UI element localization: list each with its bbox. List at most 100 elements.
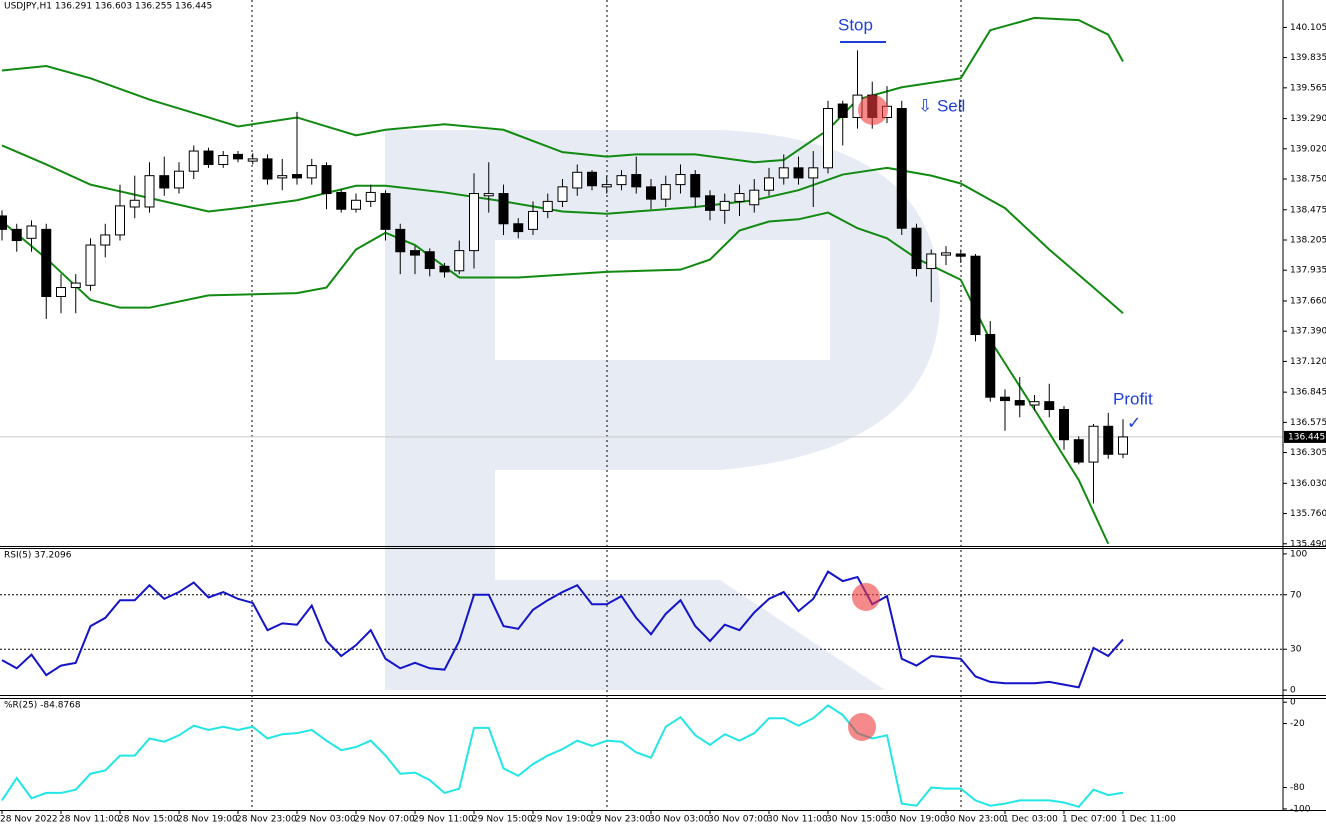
x-tick-label: 1 Dec 03:00	[1003, 815, 1058, 825]
current-price-box	[1284, 430, 1326, 443]
candle-body	[1118, 436, 1128, 455]
candle-body	[292, 174, 302, 179]
y-tick-label: -80	[1290, 783, 1305, 793]
x-tick-label: 30 Nov 15:00	[826, 815, 887, 825]
y-tick-label: 100	[1290, 549, 1307, 559]
candle-body	[1059, 409, 1069, 441]
bollinger-band	[1, 211, 1110, 545]
signal-markers	[848, 95, 888, 741]
y-tick-label: 137.390	[1290, 327, 1326, 337]
candle-body	[85, 244, 96, 286]
candle-body	[100, 234, 111, 246]
y-tick-label: 138.475	[1290, 205, 1326, 215]
x-tick-label: 28 Nov 23:00	[236, 815, 297, 825]
x-tick-label: 28 Nov 15:00	[118, 815, 179, 825]
candle-body	[56, 287, 66, 297]
candle-body	[542, 200, 553, 212]
panel-frames	[0, 0, 1326, 811]
candle-body	[70, 282, 81, 289]
y-tick-label: 140.105	[1290, 23, 1326, 33]
candle-body	[1029, 401, 1040, 406]
x-tick-label: 29 Nov 03:00	[295, 815, 356, 825]
candle-body	[926, 253, 937, 270]
candle-body	[985, 334, 996, 398]
x-tick-label: 29 Nov 15:00	[472, 815, 533, 825]
candle-body	[705, 195, 715, 211]
candle-body	[778, 167, 789, 179]
candle-body	[351, 199, 361, 210]
candle-body	[764, 177, 774, 191]
x-tick-label: 30 Nov 07:00	[708, 815, 769, 825]
x-tick-label: 28 Nov 11:00	[59, 815, 120, 825]
candle-body	[115, 205, 125, 236]
candle-body	[439, 265, 450, 273]
candle-body	[203, 150, 214, 165]
candle-body	[395, 228, 406, 253]
candle-body	[129, 199, 140, 208]
candle-body	[277, 175, 288, 179]
y-tick-label: 137.935	[1290, 266, 1326, 276]
annotation: ⇩ Sell	[918, 96, 965, 115]
candle-body	[1073, 439, 1084, 463]
candle-body	[896, 108, 907, 229]
candle-body	[218, 155, 229, 165]
y-tick-label: 139.020	[1290, 144, 1326, 154]
candle-body	[911, 227, 922, 270]
candle-body	[941, 252, 951, 256]
y-tick-label: 136.575	[1290, 418, 1326, 428]
candle-body	[734, 193, 745, 202]
panel-title: RSI(5) 37.2096	[4, 551, 72, 561]
candle-body	[174, 170, 184, 189]
candle-body	[646, 186, 656, 200]
candle-body	[410, 250, 420, 256]
x-tick-label: 28 Nov 19:00	[177, 815, 238, 825]
candle-body	[41, 228, 52, 297]
watermark	[385, 130, 940, 690]
annotation: Stop	[838, 15, 873, 34]
y-tick-label: 70	[1290, 590, 1302, 600]
candle-body	[1088, 425, 1099, 463]
candle-body	[587, 171, 597, 187]
candle-body	[247, 158, 258, 162]
candle-body	[1103, 425, 1114, 455]
candle-body	[233, 153, 243, 160]
x-tick-label: 1 Dec 11:00	[1121, 815, 1176, 825]
candle-body	[557, 186, 568, 202]
candle-body	[0, 215, 7, 230]
y-tick-label: 139.290	[1290, 114, 1326, 124]
candle-body	[793, 167, 804, 179]
y-tick-label: 136.305	[1290, 448, 1326, 458]
candle-body	[572, 171, 583, 189]
candle-body	[424, 251, 435, 270]
candle-body	[469, 193, 479, 252]
candle-body	[808, 167, 819, 179]
x-tick-label: 30 Nov 03:00	[649, 815, 710, 825]
y-tick-label: 139.565	[1290, 83, 1326, 93]
panel-title: USDJPY,H1 136.291 136.603 136.255 136.44…	[4, 2, 212, 12]
x-tick-label: 29 Nov 23:00	[590, 815, 651, 825]
candle-body	[365, 191, 376, 202]
annotation: Profit	[1113, 389, 1153, 408]
candle-body	[675, 174, 686, 186]
candle-body	[616, 175, 627, 186]
y-tick-label: 139.835	[1290, 53, 1326, 63]
candle-body	[1000, 396, 1010, 402]
y-tick-label: -100	[1290, 804, 1311, 814]
x-tick-label: 30 Nov 23:00	[944, 815, 1005, 825]
candle-body	[380, 193, 391, 230]
candle-body	[1014, 400, 1025, 406]
candle-body	[823, 108, 833, 169]
y-tick-label: 136.030	[1290, 479, 1326, 489]
x-tick-label: 28 Nov 2022	[0, 815, 58, 825]
candle-body	[11, 228, 22, 242]
candle-body	[144, 175, 155, 208]
candle-body	[498, 193, 509, 225]
x-tick-label: 30 Nov 11:00	[767, 815, 828, 825]
x-tick-label: 29 Nov 19:00	[531, 815, 592, 825]
annotation: ✓	[1127, 413, 1141, 432]
candle-body	[513, 223, 524, 233]
bollinger-band	[1, 16, 1124, 164]
y-tick-label: 0	[1290, 698, 1296, 708]
bollinger-band	[1, 144, 1124, 315]
